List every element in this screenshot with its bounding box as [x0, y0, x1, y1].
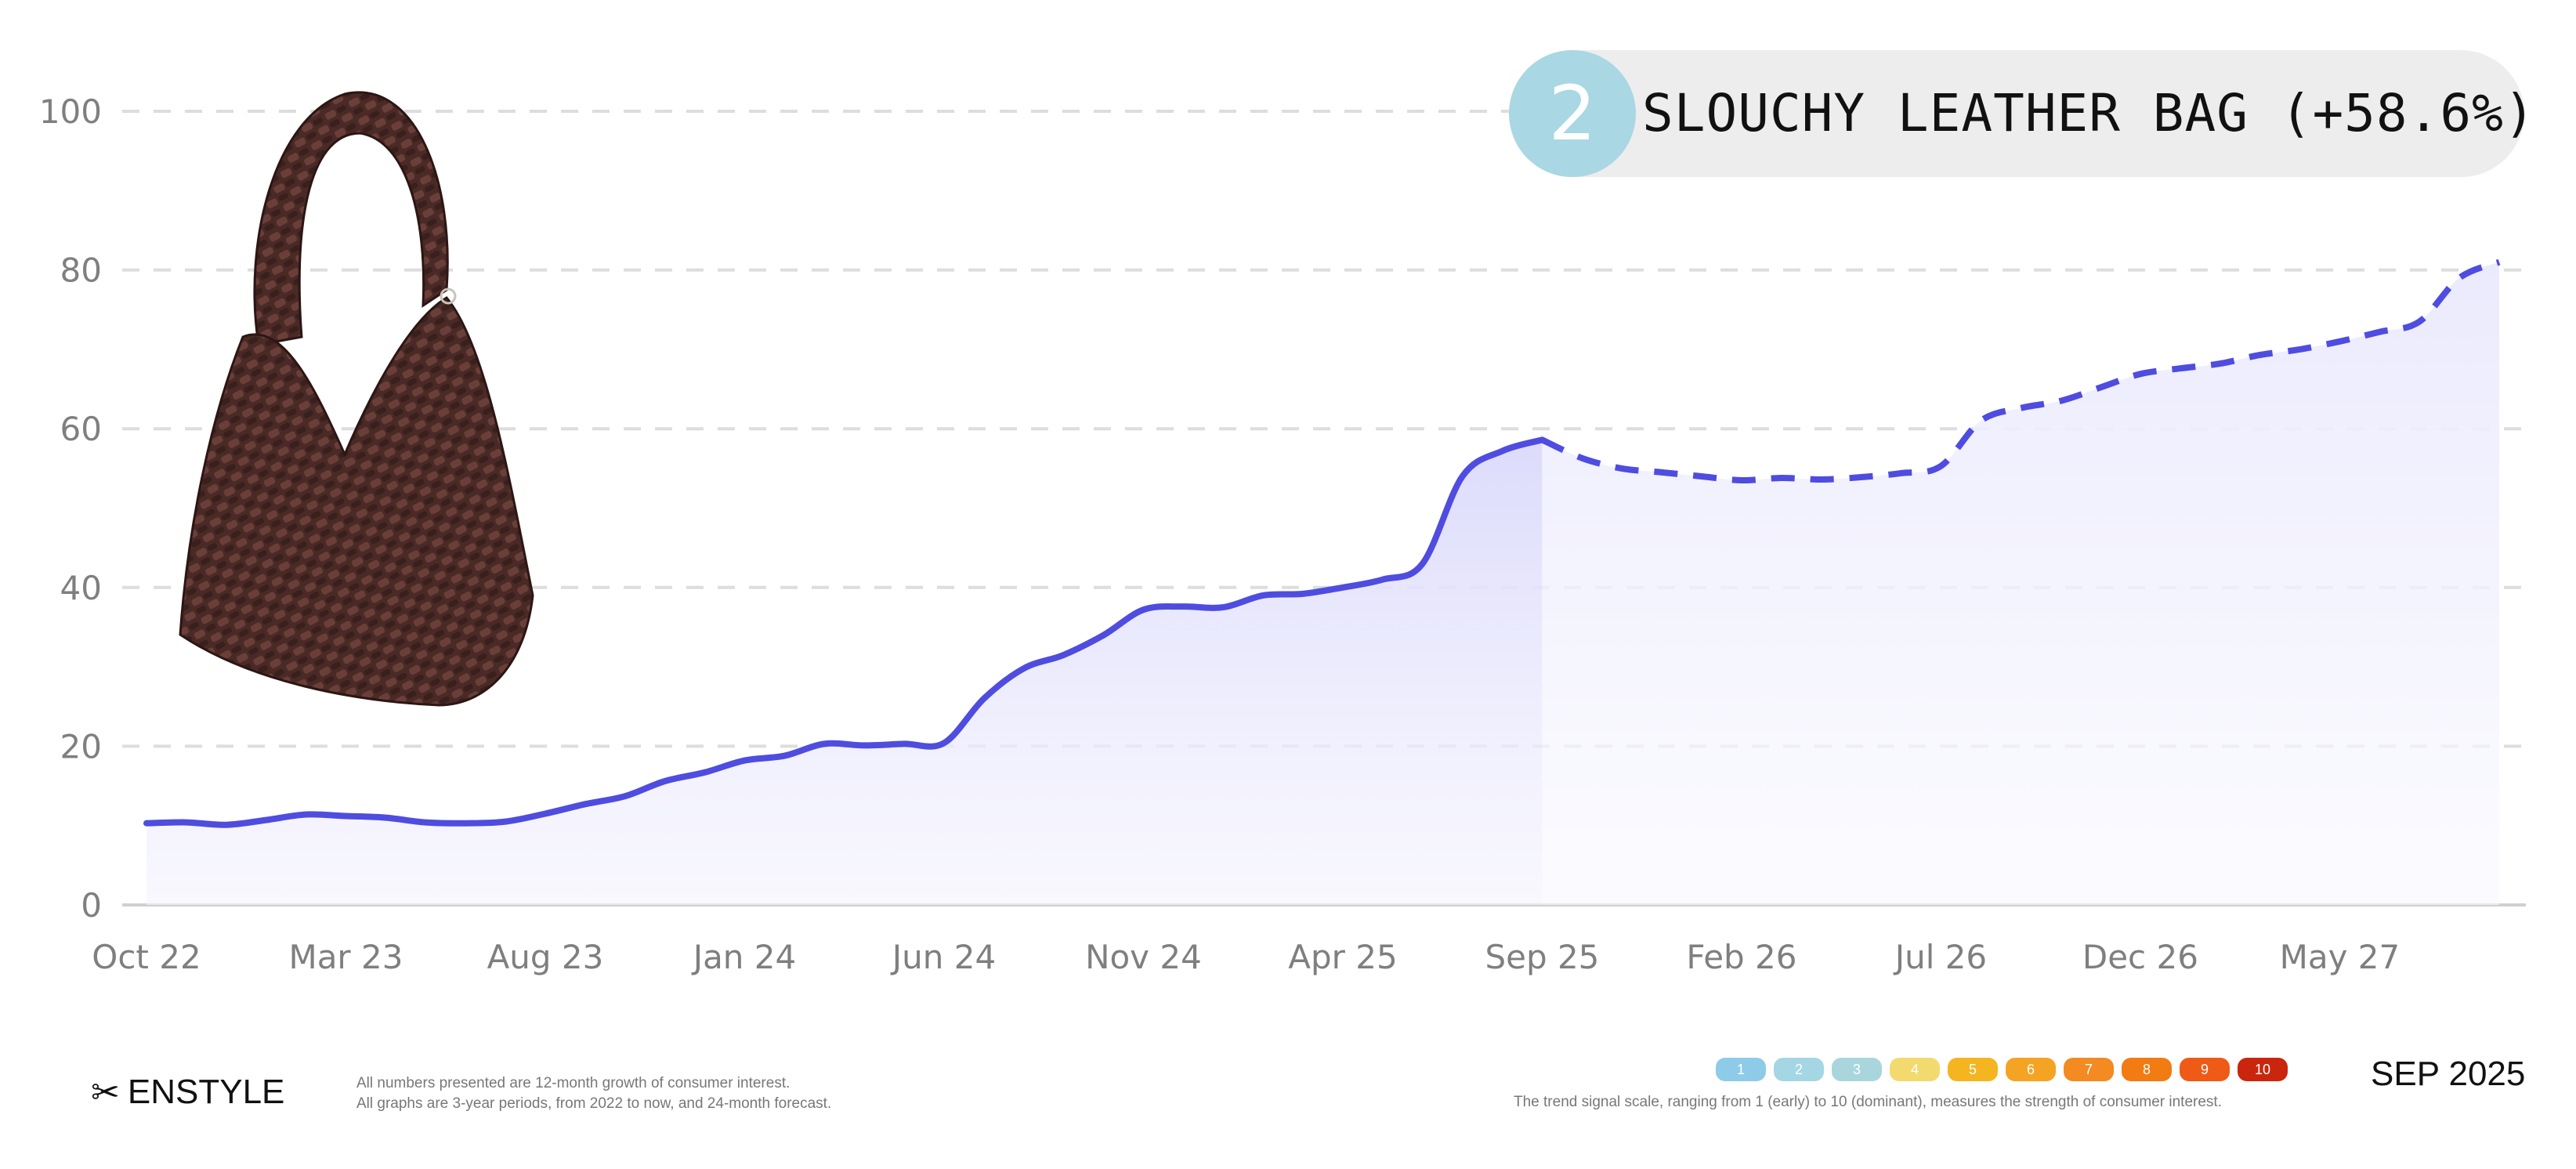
forecast-area [1542, 262, 2499, 905]
signal-scale-chip: 2 [1774, 1058, 1824, 1081]
x-tick-label: Nov 24 [1085, 938, 1202, 976]
ranking-badge [1509, 50, 2524, 177]
scissors-icon: ✂ [91, 1073, 120, 1112]
footnote-line-2: All graphs are 3-year periods, from 2022… [356, 1095, 832, 1112]
x-tick-label: Oct 22 [92, 938, 201, 976]
y-tick-label: 60 [60, 410, 102, 448]
y-tick-label: 80 [60, 252, 102, 290]
y-tick-label: 40 [60, 569, 102, 607]
report-date: SEP 2025 [2371, 1055, 2526, 1093]
x-tick-label: Jun 24 [890, 938, 996, 976]
y-tick-label: 0 [81, 886, 102, 925]
product-bag-image [179, 91, 534, 707]
y-tick-label: 20 [60, 727, 102, 765]
rank-number: 2 [1509, 50, 1636, 177]
forecast-line [1540, 259, 2501, 484]
x-tick-label: Dec 26 [2082, 938, 2198, 976]
signal-scale-chip: 6 [2006, 1058, 2056, 1081]
signal-scale-chip: 9 [2180, 1058, 2230, 1081]
x-tick-label: Sep 25 [1485, 938, 1599, 976]
signal-scale-caption: The trend signal scale, ranging from 1 (… [1514, 1094, 2222, 1110]
history-line [143, 436, 1546, 828]
trend-title: SLOUCHY LEATHER BAG (+58.6%) [1642, 83, 2536, 143]
x-tick-label: Apr 25 [1288, 938, 1397, 976]
x-tick-label: Feb 26 [1686, 938, 1796, 976]
signal-scale-chip: 8 [2122, 1058, 2172, 1081]
footnote-line-1: All numbers presented are 12-month growt… [356, 1075, 791, 1091]
signal-scale: 1 2 3 4 5 6 7 8 9 10 [1716, 1058, 2288, 1081]
signal-scale-chip: 10 [2238, 1058, 2288, 1081]
brand-name: ENSTYLE [127, 1073, 285, 1111]
x-tick-label: Jul 26 [1893, 938, 1987, 976]
signal-scale-chip: 4 [1890, 1058, 1940, 1081]
y-tick-label: 100 [39, 92, 102, 131]
x-tick-label: Aug 23 [487, 938, 604, 976]
x-tick-label: Mar 23 [288, 938, 403, 976]
history-area [147, 440, 1543, 905]
area-fills [147, 262, 2499, 905]
x-axis-ticks: Oct 22 Mar 23 Aug 23 Jan 24 Jun 24 Nov 24 Apr … [92, 938, 2400, 976]
signal-scale-chip: 3 [1832, 1058, 1882, 1081]
series-lines [143, 259, 2501, 828]
signal-scale-chip: 5 [1948, 1058, 1998, 1081]
brand-logo: ✂ ENSTYLE [91, 1069, 284, 1116]
x-tick-label: Jan 24 [691, 938, 797, 976]
x-tick-label: May 27 [2280, 938, 2401, 976]
y-axis-ticks: 0 20 40 60 80 100 [39, 92, 102, 925]
signal-scale-chip: 1 [1716, 1058, 1766, 1081]
signal-scale-chip: 7 [2064, 1058, 2114, 1081]
